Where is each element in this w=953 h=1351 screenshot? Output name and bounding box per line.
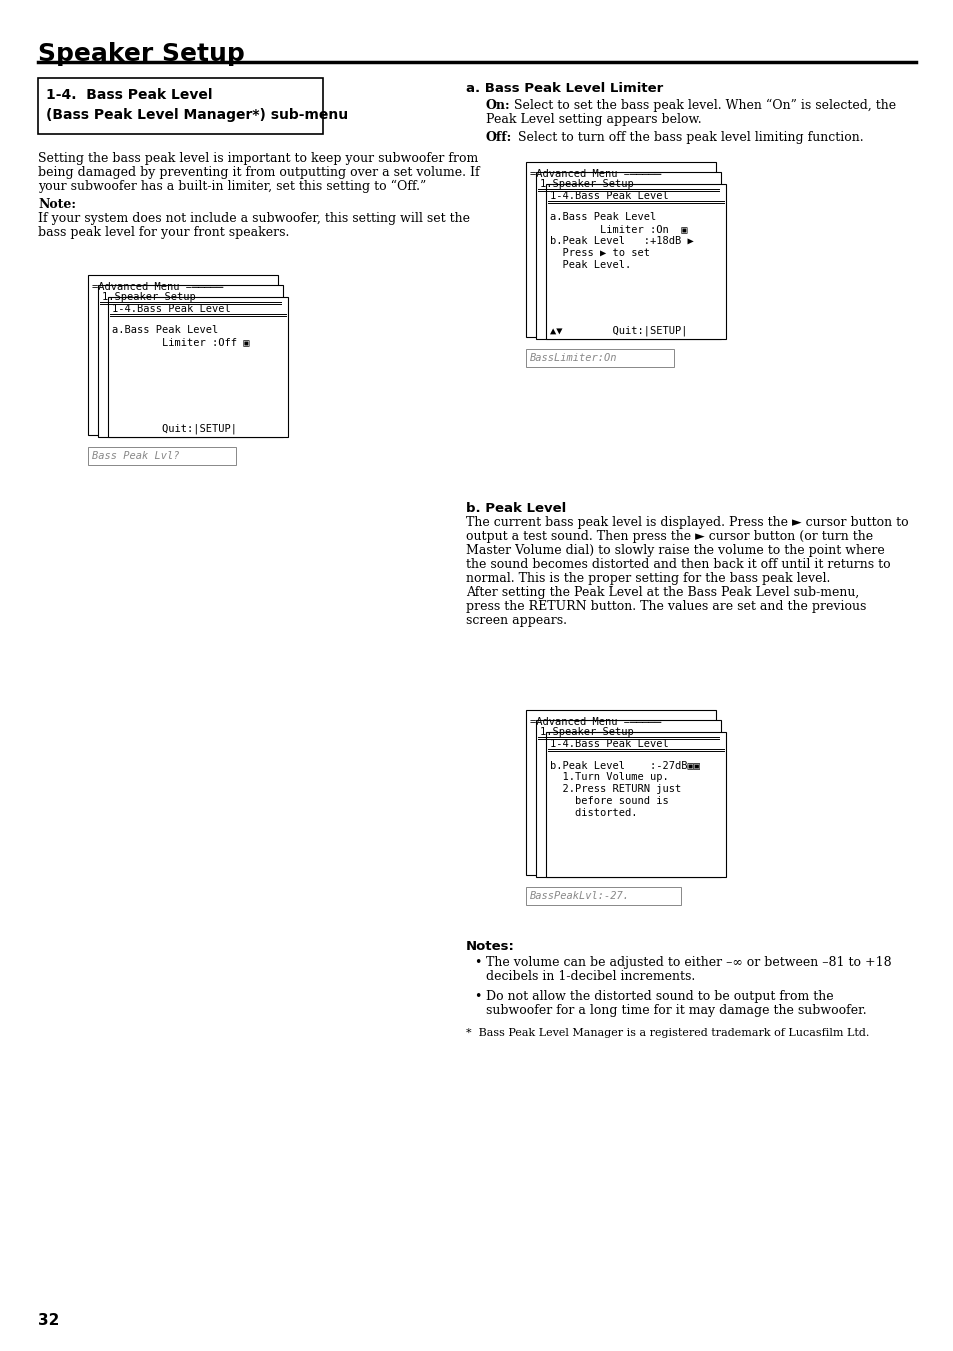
Text: Note:: Note: (38, 199, 76, 211)
Text: Quit:|SETUP|: Quit:|SETUP| (112, 423, 236, 434)
Text: Press ▶ to set: Press ▶ to set (550, 249, 649, 258)
Text: before sound is: before sound is (550, 796, 668, 807)
Text: 1-4.Bass Peak Level: 1-4.Bass Peak Level (550, 190, 668, 201)
Text: If your system does not include a subwoofer, this setting will set the: If your system does not include a subwoo… (38, 212, 470, 226)
Text: (Bass Peak Level Manager*) sub-menu: (Bass Peak Level Manager*) sub-menu (46, 108, 348, 122)
Text: *  Bass Peak Level Manager is a registered trademark of Lucasfilm Ltd.: * Bass Peak Level Manager is a registere… (465, 1028, 868, 1038)
Bar (525, 162, 716, 336)
Text: Setting the bass peak level is important to keep your subwoofer from: Setting the bass peak level is important… (38, 153, 477, 165)
Bar (525, 349, 673, 367)
Bar (525, 711, 716, 875)
Text: •: • (474, 990, 481, 1002)
Bar (38, 78, 323, 134)
Bar (525, 888, 680, 905)
Text: distorted.: distorted. (550, 808, 637, 817)
Text: BassPeakLvl:-27.: BassPeakLvl:-27. (530, 892, 629, 901)
Text: Select to set the bass peak level. When “On” is selected, the: Select to set the bass peak level. When … (510, 99, 895, 112)
Bar (98, 285, 283, 436)
Text: a. Bass Peak Level Limiter: a. Bass Peak Level Limiter (465, 82, 662, 95)
Text: •: • (474, 957, 481, 969)
Text: press the RETURN button. The values are set and the previous: press the RETURN button. The values are … (465, 600, 865, 613)
Text: The volume can be adjusted to either –∞ or between –81 to +18: The volume can be adjusted to either –∞ … (485, 957, 891, 969)
Text: a.Bass Peak Level: a.Bass Peak Level (112, 326, 218, 335)
Text: After setting the Peak Level at the Bass Peak Level sub-menu,: After setting the Peak Level at the Bass… (465, 586, 859, 598)
Bar (88, 276, 277, 435)
Text: Master Volume dial) to slowly raise the volume to the point where: Master Volume dial) to slowly raise the … (465, 544, 883, 557)
Text: 1.Speaker Setup: 1.Speaker Setup (539, 178, 633, 189)
Bar (536, 172, 720, 339)
Text: BassLimiter:On: BassLimiter:On (530, 353, 617, 363)
Text: subwoofer for a long time for it may damage the subwoofer.: subwoofer for a long time for it may dam… (485, 1004, 865, 1017)
Text: 1-4.Bass Peak Level: 1-4.Bass Peak Level (112, 304, 231, 313)
Text: being damaged by preventing it from outputting over a set volume. If: being damaged by preventing it from outp… (38, 166, 479, 178)
Text: a.Bass Peak Level: a.Bass Peak Level (550, 212, 656, 222)
Text: The current bass peak level is displayed. Press the ► cursor button to: The current bass peak level is displayed… (465, 516, 907, 530)
Text: =Advanced Menu =═════: =Advanced Menu =═════ (530, 169, 660, 178)
Bar (545, 732, 725, 877)
Text: bass peak level for your front speakers.: bass peak level for your front speakers. (38, 226, 289, 239)
Text: 1.Speaker Setup: 1.Speaker Setup (539, 727, 633, 738)
Text: 2.Press RETURN just: 2.Press RETURN just (550, 784, 680, 794)
Text: the sound becomes distorted and then back it off until it returns to: the sound becomes distorted and then bac… (465, 558, 890, 571)
Text: decibels in 1-decibel increments.: decibels in 1-decibel increments. (485, 970, 695, 984)
Text: Bass Peak Lvl?: Bass Peak Lvl? (91, 451, 179, 461)
Text: Speaker Setup: Speaker Setup (38, 42, 245, 66)
Text: Limiter :Off ▣: Limiter :Off ▣ (112, 336, 250, 347)
Text: output a test sound. Then press the ► cursor button (or turn the: output a test sound. Then press the ► cu… (465, 530, 872, 543)
Text: Notes:: Notes: (465, 940, 515, 952)
Text: 1.Speaker Setup: 1.Speaker Setup (102, 292, 195, 303)
Bar (88, 447, 235, 465)
Text: Peak Level setting appears below.: Peak Level setting appears below. (485, 113, 700, 126)
Text: 1.Turn Volume up.: 1.Turn Volume up. (550, 771, 668, 782)
Text: Select to turn off the bass peak level limiting function.: Select to turn off the bass peak level l… (514, 131, 862, 145)
Text: Peak Level.: Peak Level. (550, 259, 631, 270)
Text: b.Peak Level   :+18dB ▶: b.Peak Level :+18dB ▶ (550, 236, 693, 246)
Text: b.Peak Level    :-27dB▣▣: b.Peak Level :-27dB▣▣ (550, 761, 700, 770)
Text: normal. This is the proper setting for the bass peak level.: normal. This is the proper setting for t… (465, 571, 829, 585)
Text: Do not allow the distorted sound to be output from the: Do not allow the distorted sound to be o… (485, 990, 833, 1002)
Text: On:: On: (485, 99, 510, 112)
Text: Off:: Off: (485, 131, 512, 145)
Text: b. Peak Level: b. Peak Level (465, 503, 566, 515)
Text: Limiter :On  ▣: Limiter :On ▣ (550, 224, 687, 234)
Text: 1-4.Bass Peak Level: 1-4.Bass Peak Level (550, 739, 668, 748)
Text: 32: 32 (38, 1313, 59, 1328)
Bar (108, 297, 288, 436)
Text: your subwoofer has a built-in limiter, set this setting to “Off.”: your subwoofer has a built-in limiter, s… (38, 180, 426, 193)
Bar (545, 184, 725, 339)
Text: screen appears.: screen appears. (465, 613, 566, 627)
Text: =Advanced Menu =═════: =Advanced Menu =═════ (91, 282, 223, 292)
Text: 1-4.  Bass Peak Level: 1-4. Bass Peak Level (46, 88, 213, 101)
Text: ▲▼        Quit:|SETUP|: ▲▼ Quit:|SETUP| (550, 326, 687, 335)
Bar (536, 720, 720, 877)
Text: =Advanced Menu =═════: =Advanced Menu =═════ (530, 717, 660, 727)
